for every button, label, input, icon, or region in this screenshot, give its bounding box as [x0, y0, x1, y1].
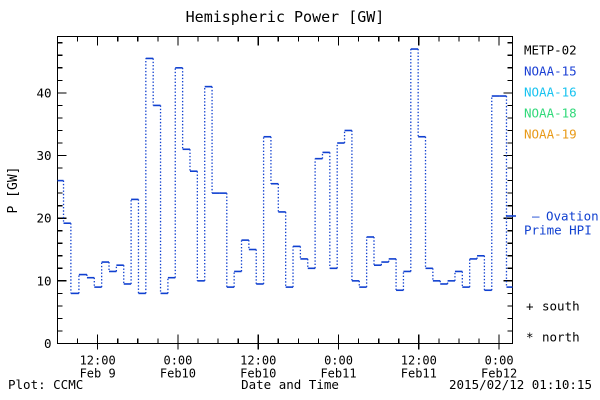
- data-series: [57, 48, 513, 295]
- x-tick-label-date: Feb12: [481, 367, 517, 381]
- plot-frame: [56, 35, 514, 345]
- x-axis-title: Date and Time: [241, 377, 339, 392]
- legend-hemisphere-south: south: [542, 299, 580, 314]
- legend-satellite-noaa-15: NOAA-15: [524, 64, 577, 79]
- y-axis-title: P [GW]: [6, 167, 21, 214]
- y-tick-label: 0: [44, 336, 52, 351]
- legend-satellite-noaa-16: NOAA-16: [524, 85, 577, 100]
- x-tick-label-time: 12:00: [240, 354, 276, 368]
- legend-satellite-noaa-18: NOAA-18: [524, 106, 577, 121]
- plot-legend: METP-02 NOAA-15 NOAA-16 NOAA-18 NOAA-19 — Ovat…: [506, 43, 599, 345]
- legend-ovation-line1: Ovation: [546, 209, 599, 224]
- x-tick-label-date: Feb10: [240, 367, 276, 381]
- legend-hemisphere-north: north: [542, 330, 580, 345]
- x-tick-label-date: Feb10: [160, 367, 196, 381]
- y-tick-label: 10: [36, 273, 51, 288]
- legend-hemisphere-marker-south: +: [526, 299, 534, 314]
- x-tick-label-time: 12:00: [80, 354, 116, 368]
- legend-satellite-noaa-19: NOAA-19: [524, 127, 577, 142]
- y-tick-label: 40: [36, 85, 51, 100]
- x-tick-label-time: 0:00: [324, 354, 353, 368]
- y-tick-label: 30: [36, 148, 51, 163]
- x-tick-label-date: Feb11: [401, 367, 437, 381]
- page-title: Hemispheric Power [GW]: [185, 8, 385, 26]
- x-tick-label-time: 0:00: [485, 354, 514, 368]
- footer-plot-source: Plot: CCMC: [8, 377, 83, 392]
- x-tick-label-date: Feb11: [320, 367, 356, 381]
- plot-footer: Plot: CCMC Date and Time 2015/02/12 01:10:…: [8, 377, 592, 392]
- legend-ovation-dash: —: [532, 209, 540, 224]
- x-tick-label-time: 0:00: [163, 354, 192, 368]
- y-tick-label: 20: [36, 211, 51, 226]
- x-tick-label-date: Feb 9: [80, 367, 116, 381]
- x-tick-label-time: 12:00: [401, 354, 437, 368]
- footer-timestamp: 2015/02/12 01:10:15: [449, 377, 592, 392]
- legend-satellite-metp-02: METP-02: [524, 43, 577, 58]
- legend-ovation-line2: Prime HPI: [524, 223, 592, 238]
- legend-hemisphere-marker-north: *: [526, 330, 534, 345]
